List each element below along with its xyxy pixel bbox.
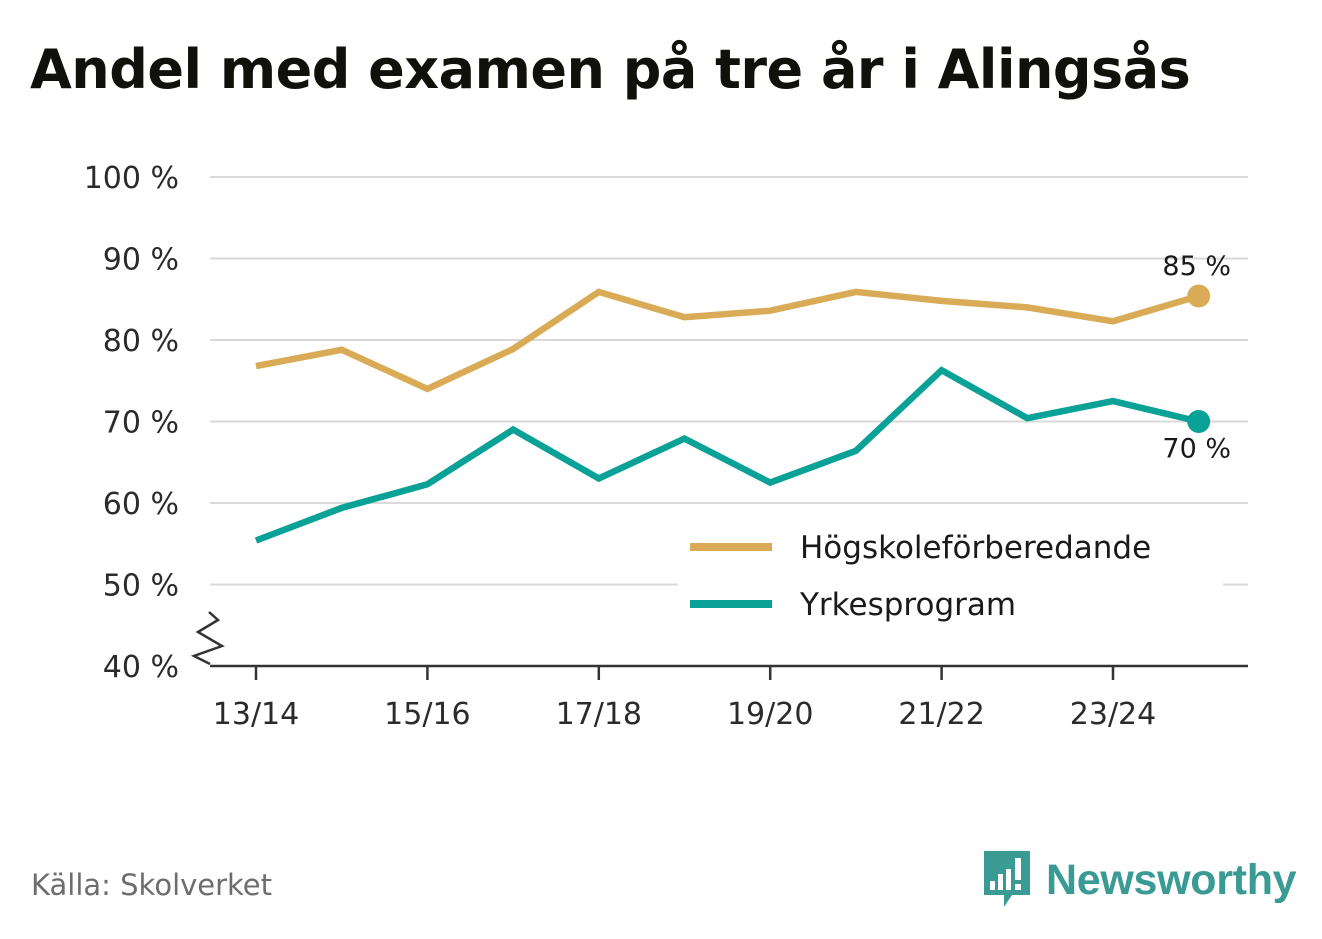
y-tick-label: 100 %	[84, 161, 179, 196]
y-tick-label: 60 %	[103, 487, 179, 522]
bar-chart-speech-bubble-icon	[984, 851, 1030, 907]
brand-name: Newsworthy	[1046, 855, 1297, 904]
x-tick-label: 21/22	[898, 697, 984, 732]
series-line-yrkesprogram	[254, 366, 1200, 544]
y-axis-ticks: 40 % 50 % 60 % 70 % 80 % 90 % 100 %	[84, 161, 179, 685]
end-labels: 85 % 70 %	[1162, 251, 1231, 465]
series-endpoint	[1187, 284, 1211, 308]
series-line-hogskoleforberedande	[255, 288, 1200, 393]
x-tick-label: 19/20	[727, 697, 813, 732]
x-tick-label: 23/24	[1070, 697, 1156, 732]
gridlines	[210, 176, 1248, 586]
y-tick-label: 50 %	[103, 569, 179, 604]
series	[254, 284, 1211, 544]
legend-background	[678, 518, 1223, 638]
y-tick-label: 80 %	[103, 324, 179, 359]
y-tick-label: 70 %	[103, 406, 179, 441]
legend: Högskoleförberedande Yrkesprogram	[678, 518, 1223, 638]
legend-label: Yrkesprogram	[799, 587, 1016, 623]
axes	[190, 611, 1248, 668]
y-tick-label: 90 %	[103, 243, 179, 278]
x-axis-ticks: 13/14 15/16 17/18 19/20 21/22 23/24	[213, 666, 1156, 732]
chart-title: Andel med examen på tre år i Alingsås	[30, 38, 1191, 101]
x-tick-label: 13/14	[213, 697, 299, 732]
brand-logo[interactable]: Newsworthy	[982, 848, 1297, 912]
end-value-label: 70 %	[1162, 434, 1231, 465]
x-tick-label: 15/16	[384, 697, 470, 732]
end-value-label: 85 %	[1162, 251, 1231, 282]
y-axis-break	[190, 611, 225, 666]
x-tick-label: 17/18	[556, 697, 642, 732]
series-endpoint	[1187, 410, 1211, 433]
source-note: Källa: Skolverket	[31, 868, 273, 902]
y-tick-label: 40 %	[103, 650, 179, 685]
legend-label: Högskoleförberedande	[800, 530, 1151, 566]
